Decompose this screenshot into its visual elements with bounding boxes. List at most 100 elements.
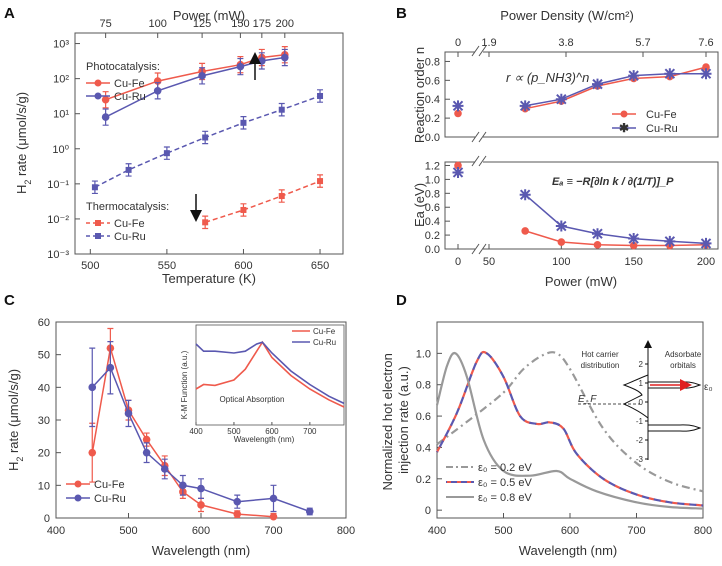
panel-b-top-point (702, 63, 710, 71)
panel-c-inset-legend-cufe: Cu-Fe (292, 327, 336, 336)
panel-c-point (233, 510, 242, 518)
panel-c-inset-legend-curu: Cu-Ru (292, 338, 336, 347)
panel-b-bottom-point (452, 166, 464, 178)
svg-text:Cu-Fe: Cu-Fe (313, 327, 336, 336)
svg-text:Cu-Ru: Cu-Ru (313, 338, 336, 347)
panel-d: Wavelength (nm) Normalized hot electron … (380, 321, 713, 558)
panel-letter-a: A (4, 5, 15, 22)
panel-d-x-axis-label: Wavelength (nm) (519, 543, 618, 558)
panel-c-x-axis-label: Wavelength (nm) (152, 543, 251, 558)
panel-d-y-tick-label: 0.6 (416, 411, 431, 423)
panel-c-point (269, 512, 278, 521)
panel-b-bottom-point (555, 220, 567, 232)
panel-b-top-y-tick-label: 0.4 (425, 94, 440, 106)
panel-b-top-point (454, 109, 462, 118)
panel-a-x-tick-label: 600 (234, 260, 252, 272)
panel-a-point (202, 219, 209, 226)
panel-d-x-tick-label: 400 (428, 525, 446, 537)
panel-d-x-tick-label: 600 (561, 525, 579, 537)
panel-b-top-frame (444, 51, 719, 138)
panel-b-bottom-point (628, 233, 640, 245)
panel-c-y-tick-label: 30 (38, 415, 50, 427)
panel-a-point (125, 166, 132, 173)
panel-a-frame (74, 32, 344, 255)
panel-c-legend-cufe: Cu-Fe (66, 479, 125, 491)
panel-a-point (236, 62, 245, 71)
panel-a-legend-title-photo: Photocatalysis: (86, 61, 160, 73)
panel-c-inset: K-M Function (a.u.) Wavelength (nm) Opti… (180, 324, 345, 444)
panel-a-top-axis-label: Power (mW) (173, 8, 245, 23)
panel-b-x-tick-label: 150 (624, 256, 642, 268)
panel-d-inset-tick-label: -1 (636, 417, 644, 426)
panel-d-y-axis-label: Normalized hot electron injection rate (… (380, 350, 411, 491)
panel-letter-c: C (4, 292, 15, 309)
panel-c-point (269, 494, 278, 503)
panel-a-x-tick-label: 550 (158, 260, 176, 272)
panel-c-y-axis-label: H2 rate (μmol/s/g) (6, 369, 25, 471)
panel-b-bottom-point (593, 241, 602, 249)
panel-c-inset-x-label: Wavelength (nm) (234, 435, 295, 444)
panel-b-x-tick-label: 200 (697, 256, 715, 268)
panel-c-inset-series-1-line (195, 341, 345, 405)
panel-d-series-1-line-b (436, 350, 704, 507)
panel-c-point (233, 497, 242, 506)
panel-a-point (278, 193, 285, 200)
panel-a-point (240, 119, 247, 126)
panel-d-inset-lower-orbital (647, 424, 702, 432)
panel-c-point (305, 507, 314, 516)
panel-d-series-2-line (435, 351, 704, 510)
panel-c-inset-series-0-line (195, 340, 345, 408)
panel-a: Power (mW) Temperature (K) H2 rate (μmol… (14, 8, 344, 286)
panel-b-top-point (555, 93, 567, 105)
panel-b-top-y-tick-label: 0.0 (425, 132, 440, 144)
panel-b-bottom-y-tick-label: 0.6 (425, 202, 440, 214)
panel-a-y-tick-label: 10⁻¹ (47, 179, 69, 191)
panel-c-point (142, 435, 151, 444)
panel-d-inset-eps-label: ε₀ (704, 382, 713, 393)
panel-a-top-tick-label: 100 (149, 18, 167, 30)
panel-d-inset-title-left-2: distribution (581, 361, 620, 370)
panel-d-y-tick-label: 0.4 (416, 442, 431, 454)
panel-a-top-tick-label: 200 (276, 18, 294, 30)
panel-a-x-tick-label: 650 (311, 260, 329, 272)
panel-b-top-series-0-line (525, 66, 707, 110)
panel-c-point (197, 484, 205, 493)
panel-a-point (101, 95, 110, 104)
panel-a-point (153, 86, 162, 95)
svg-text:ε₀ = 0.5 eV: ε₀ = 0.5 eV (478, 477, 532, 489)
panel-d-inset-distribution-curve (622, 374, 649, 419)
panel-d-y-tick-label: 0.2 (416, 474, 431, 486)
panel-d-inset-tick-label: 0 (639, 398, 644, 407)
panel-d-inset: Hot carrier distribution Adsorbate orbit… (578, 340, 713, 464)
panel-b-top-point (452, 100, 464, 112)
panel-c-x-tick-label: 800 (337, 525, 355, 537)
panel-b-x-tick-label: 0 (455, 256, 461, 268)
panel-b-bottom-point (700, 237, 712, 249)
panel-a-legend-cufe-thermo: Cu-Fe (86, 218, 145, 230)
panel-b-bottom-y-tick-label: 0.2 (425, 230, 440, 242)
panel-b-top-x2-tick-label: 7.6 (698, 37, 713, 49)
panel-a-point (91, 184, 98, 191)
panel-c-point (124, 409, 133, 418)
panel-d-inset-tick-label: 1 (639, 379, 644, 388)
panel-a-point (101, 113, 110, 121)
panel-c-point (197, 501, 205, 509)
panel-c-y-tick-label: 40 (38, 382, 50, 394)
panel-c-legend-curu: Cu-Ru (66, 493, 126, 505)
panel-a-point (281, 53, 289, 62)
panel-c-point (142, 448, 151, 457)
panel-b-top-point (628, 70, 640, 82)
panel-c-point (106, 363, 115, 372)
panel-b-legend-cufe: Cu-Fe (612, 109, 677, 121)
panel-c-x-tick-label: 600 (192, 525, 210, 537)
panel-b-bottom-frame (444, 161, 719, 250)
panel-a-point (278, 106, 285, 113)
panel-c-inset-caption: Optical Absorption (220, 395, 285, 404)
panel-c-point (160, 465, 169, 473)
panel-letter-b: B (396, 5, 407, 22)
panel-d-y-tick-label: 0 (425, 505, 431, 517)
panel-d-inset-upper-orbital (648, 381, 702, 389)
panel-a-y-axis-label: H2 rate (μmol/s/g) (14, 92, 33, 194)
svg-text:Cu-Ru: Cu-Ru (114, 91, 146, 103)
